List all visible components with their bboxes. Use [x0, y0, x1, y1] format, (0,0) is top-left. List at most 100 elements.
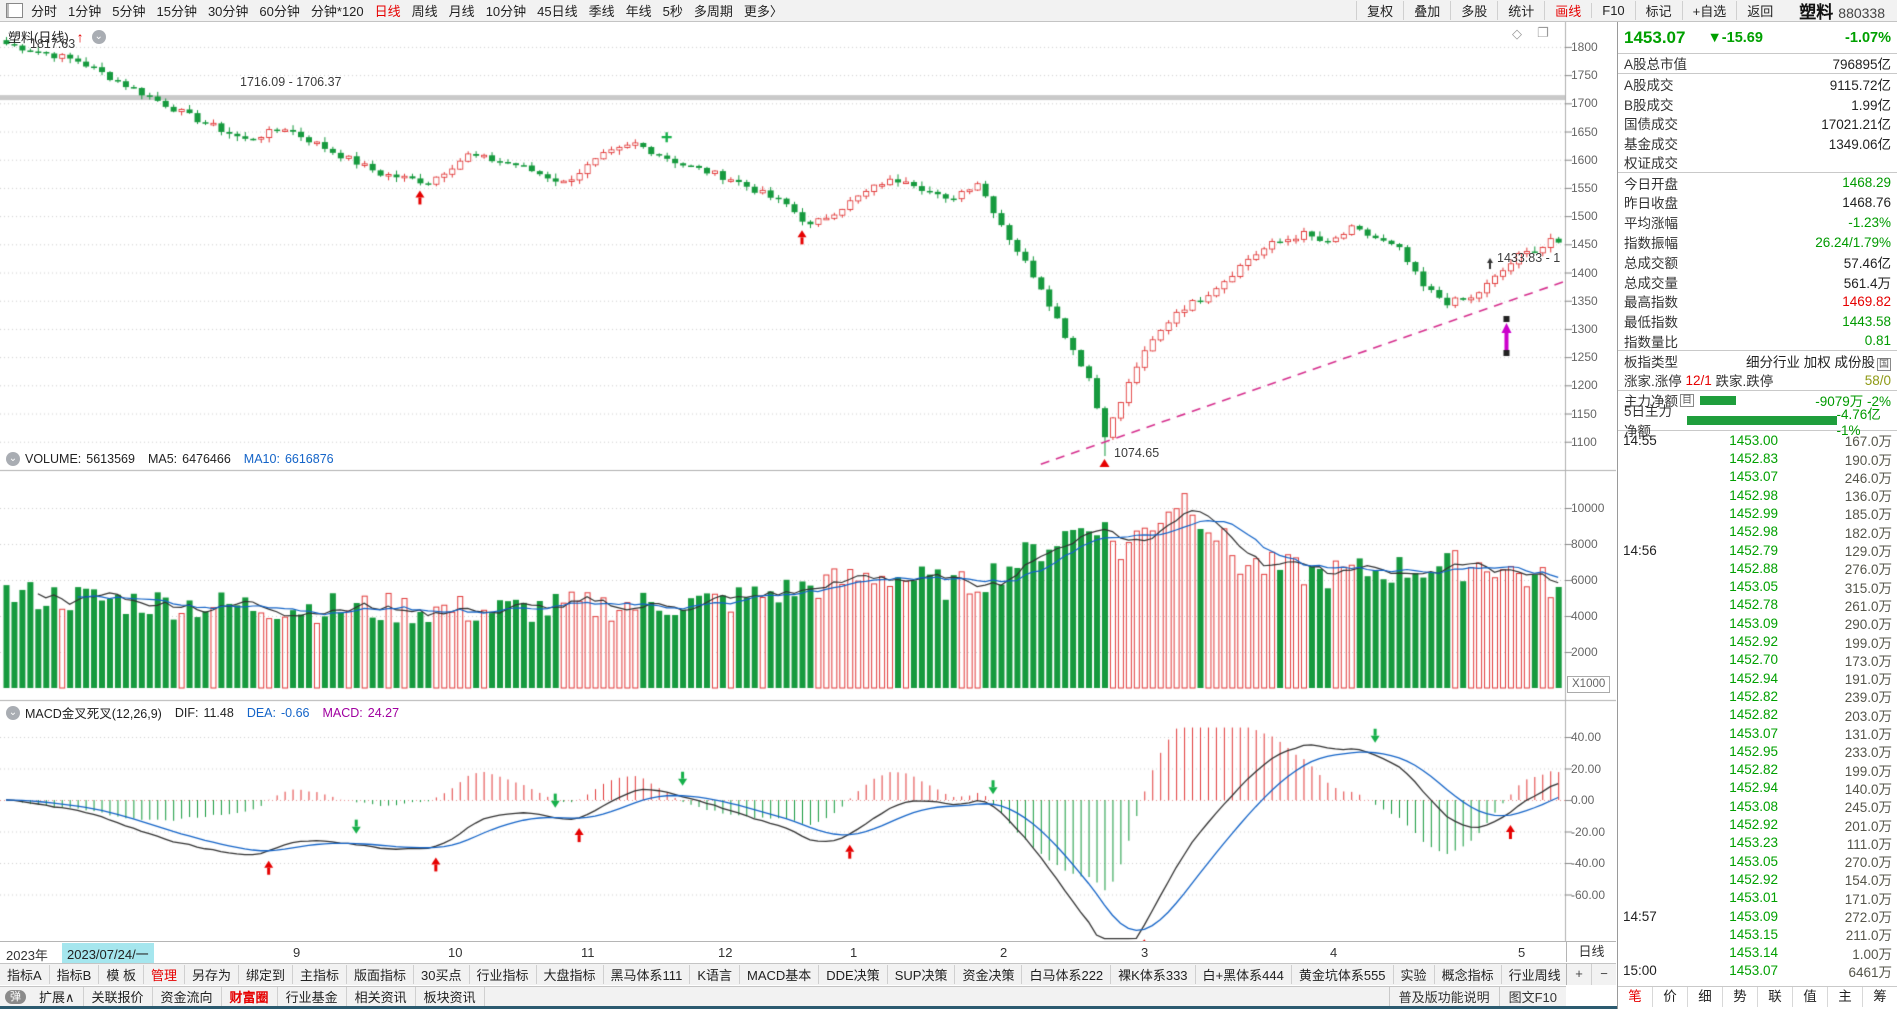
- indicator-绑定到[interactable]: 绑定到: [239, 965, 294, 984]
- quick-关联报价[interactable]: 关联报价: [84, 987, 153, 1006]
- toolbtn-统计[interactable]: 统计: [1497, 1, 1544, 20]
- indicator-白+黑体系444[interactable]: 白+黑体系444: [1196, 965, 1292, 984]
- period-cell[interactable]: 日线: [1566, 941, 1616, 962]
- stat-value: 1468.29: [1842, 175, 1891, 191]
- indicator-白马体系222[interactable]: 白马体系222: [1022, 965, 1112, 984]
- indicator-SUP决策[interactable]: SUP决策: [888, 965, 956, 984]
- panel-tab-值[interactable]: 值: [1793, 987, 1828, 1007]
- period-年线[interactable]: 年线: [625, 4, 652, 19]
- period-月线[interactable]: 月线: [448, 4, 475, 19]
- toolbtn-叠加[interactable]: 叠加: [1403, 1, 1450, 20]
- indicator-黑马体系111[interactable]: 黑马体系111: [604, 965, 691, 984]
- period-日线[interactable]: 日线: [374, 4, 401, 19]
- tick-list[interactable]: 14:55 1453.00 167.0万 1452.83 190.0万 1453.07 24…: [1618, 430, 1897, 980]
- panel-tab-主[interactable]: 主: [1828, 987, 1863, 1007]
- period-1分钟[interactable]: 1分钟: [68, 4, 102, 19]
- stat-label: 最高指数: [1624, 295, 1678, 311]
- dif-value: 11.48: [203, 705, 234, 720]
- indicator-K语言[interactable]: K语言: [690, 965, 740, 984]
- indicator-行业指标[interactable]: 行业指标: [470, 965, 537, 984]
- board-type-icon[interactable]: 国: [1877, 357, 1891, 371]
- price-axis-label: 1450: [1571, 237, 1598, 252]
- indicator-黄金坑体系555[interactable]: 黄金坑体系555: [1292, 965, 1394, 984]
- indicator-模 板[interactable]: 模 板: [99, 965, 144, 984]
- toolbtn-+自选[interactable]: +自选: [1681, 1, 1737, 20]
- symbol-code: 880338: [1838, 5, 1885, 21]
- panel-tab-势[interactable]: 势: [1723, 987, 1758, 1007]
- stat-label: 国债成交: [1624, 117, 1678, 133]
- indicator-资金决策[interactable]: 资金决策: [955, 965, 1023, 984]
- period-15分钟[interactable]: 15分钟: [156, 4, 197, 19]
- period-30分钟[interactable]: 30分钟: [207, 4, 249, 19]
- quick-相关资讯[interactable]: 相关资讯: [347, 987, 416, 1006]
- panel-tab-笔[interactable]: 笔: [1618, 987, 1653, 1007]
- toolbtn-多股[interactable]: 多股: [1450, 1, 1497, 20]
- f10-button[interactable]: 图文F10: [1498, 987, 1566, 1006]
- quick-板块资讯[interactable]: 板块资讯: [416, 987, 485, 1006]
- indicator-裸K体系333[interactable]: 裸K体系333: [1111, 965, 1196, 984]
- toolbtn-复权[interactable]: 复权: [1356, 1, 1403, 20]
- indicator-大盘指标[interactable]: 大盘指标: [537, 965, 604, 984]
- panel-tab-价[interactable]: 价: [1653, 987, 1688, 1007]
- period-多周期[interactable]: 多周期: [693, 4, 733, 19]
- indicator-版面指标[interactable]: 版面指标: [347, 965, 415, 984]
- volume-collapse-icon[interactable]: ⌄: [6, 452, 20, 466]
- right-button-group: 复权 叠加 多股 统计 画线 F10 标记 +自选 返回: [1356, 0, 1783, 22]
- period-45日线[interactable]: 45日线: [537, 4, 578, 19]
- popup-badge[interactable]: 弹: [5, 989, 26, 1004]
- indicator-行业周线[interactable]: 行业周线: [1502, 965, 1566, 984]
- indicator-指标A[interactable]: 指标A: [0, 965, 50, 984]
- zoom-out-button[interactable]: −: [1600, 966, 1608, 981]
- toolbtn-画线[interactable]: 画线: [1544, 1, 1591, 20]
- quick-扩展∧[interactable]: 扩展∧: [31, 987, 84, 1006]
- period-10分钟[interactable]: 10分钟: [485, 4, 527, 19]
- indicator-实验[interactable]: 实验: [1394, 965, 1435, 984]
- tick-row: 1453.01 171.0万: [1618, 889, 1897, 907]
- tick-row: 1452.82 203.0万: [1618, 706, 1897, 724]
- quick-财富圈[interactable]: 财富圈: [222, 987, 278, 1006]
- help-button[interactable]: 普及版功能说明: [1388, 987, 1499, 1006]
- panel-tab-筹[interactable]: 筹: [1863, 987, 1897, 1007]
- panel-tab-细[interactable]: 细: [1688, 987, 1723, 1007]
- price-axis-label: 1550: [1571, 180, 1598, 195]
- indicator-30买点[interactable]: 30买点: [414, 965, 470, 984]
- period-分钟*120[interactable]: 分钟*120: [310, 4, 364, 19]
- quick-资金流向[interactable]: 资金流向: [153, 987, 222, 1006]
- main-force-bar: [1700, 395, 1736, 405]
- toolbtn-返回[interactable]: 返回: [1736, 1, 1783, 20]
- indicator-管理[interactable]: 管理: [144, 965, 185, 984]
- window-icon[interactable]: [6, 3, 23, 18]
- period-更多〉[interactable]: 更多〉: [743, 4, 783, 19]
- indicator-概念指标[interactable]: 概念指标: [1435, 965, 1502, 984]
- pane-title: 塑料(日线) ↑ ⌄: [8, 27, 106, 46]
- detail-icon[interactable]: 目: [1680, 393, 1694, 407]
- panel-tab-联[interactable]: 联: [1758, 987, 1793, 1007]
- indicator-另存为[interactable]: 另存为: [185, 965, 239, 984]
- month-label-10: 10: [448, 945, 463, 960]
- macd-collapse-icon[interactable]: ⌄: [6, 705, 20, 720]
- indicator-主指标[interactable]: 主指标: [293, 965, 348, 984]
- tick-row: 1453.14 1.00万: [1618, 943, 1897, 962]
- period-分时[interactable]: 分时: [31, 4, 58, 19]
- indicator-指标B[interactable]: 指标B: [50, 965, 100, 984]
- zoom-in-button[interactable]: +: [1567, 964, 1592, 985]
- period-5秒[interactable]: 5秒: [662, 4, 683, 19]
- period-60分钟[interactable]: 60分钟: [259, 4, 300, 19]
- indicator-DDE决策[interactable]: DDE决策: [819, 965, 888, 984]
- stat-label: 指数振幅: [1624, 236, 1678, 252]
- toolbtn-标记[interactable]: 标记: [1634, 1, 1682, 20]
- indicator-MACD基本[interactable]: MACD基本: [740, 965, 820, 984]
- chart-canvas[interactable]: [0, 22, 1616, 962]
- period-周线[interactable]: 周线: [411, 4, 438, 19]
- maximize-pane-icon[interactable]: ❐: [1537, 25, 1549, 40]
- collapse-icon[interactable]: ⌄: [91, 29, 106, 44]
- tick-volume: 131.0万: [1844, 727, 1892, 743]
- diamond-icon[interactable]: ◇: [1512, 26, 1522, 41]
- tick-price: 1452.83: [1729, 451, 1778, 467]
- toolbtn-F10[interactable]: F10: [1591, 3, 1634, 18]
- period-5分钟[interactable]: 5分钟: [112, 4, 146, 19]
- tick-price: 1453.15: [1729, 926, 1778, 942]
- quick-行业基金[interactable]: 行业基金: [278, 987, 347, 1006]
- period-季线[interactable]: 季线: [588, 4, 615, 19]
- selected-date-chip[interactable]: 2023/07/24/一: [62, 943, 154, 964]
